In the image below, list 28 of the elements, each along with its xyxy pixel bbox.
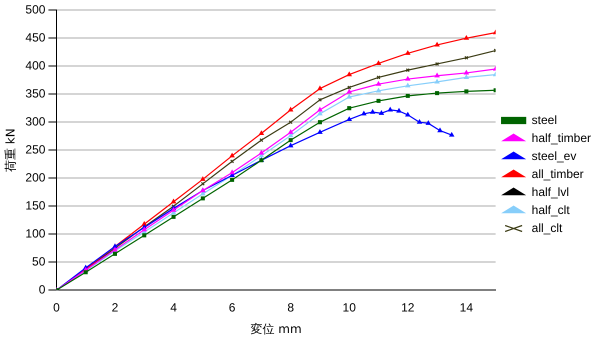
legend-label: half_lvl (532, 184, 569, 199)
legend-label: steel (532, 112, 557, 127)
y-tick-label: 0 (38, 282, 46, 297)
x-tick-label: 12 (401, 300, 415, 315)
legend-label: all_clt (532, 220, 563, 235)
y-tick-label: 250 (25, 142, 46, 157)
y-tick-label: 350 (25, 86, 46, 101)
x-tick-label: 0 (53, 300, 60, 315)
y-tick-label: 400 (25, 58, 46, 73)
x-tick-label: 6 (228, 300, 236, 315)
legend-label: all_timber (532, 166, 584, 181)
x-tick-label: 2 (112, 300, 119, 315)
legend-label: steel_ev (532, 148, 576, 163)
y-tick-label: 100 (25, 226, 46, 241)
legend-label: half_clt (532, 202, 570, 217)
x-tick-label: 4 (170, 300, 178, 315)
y-tick-label: 50 (32, 254, 46, 269)
y-tick-label: 150 (25, 198, 46, 213)
y-tick-label: 200 (25, 170, 46, 185)
legend-label: half_timber (532, 130, 592, 145)
x-tick-label: 10 (342, 300, 356, 315)
y-axis-title: 荷重 kN (3, 128, 18, 172)
y-tick-label: 500 (25, 2, 46, 17)
x-tick-label: 8 (287, 300, 294, 315)
y-tick-label: 300 (25, 114, 46, 129)
x-axis-title: 変位 mm (250, 322, 302, 336)
x-tick-label: 14 (460, 300, 474, 315)
y-tick-label: 450 (25, 30, 46, 45)
